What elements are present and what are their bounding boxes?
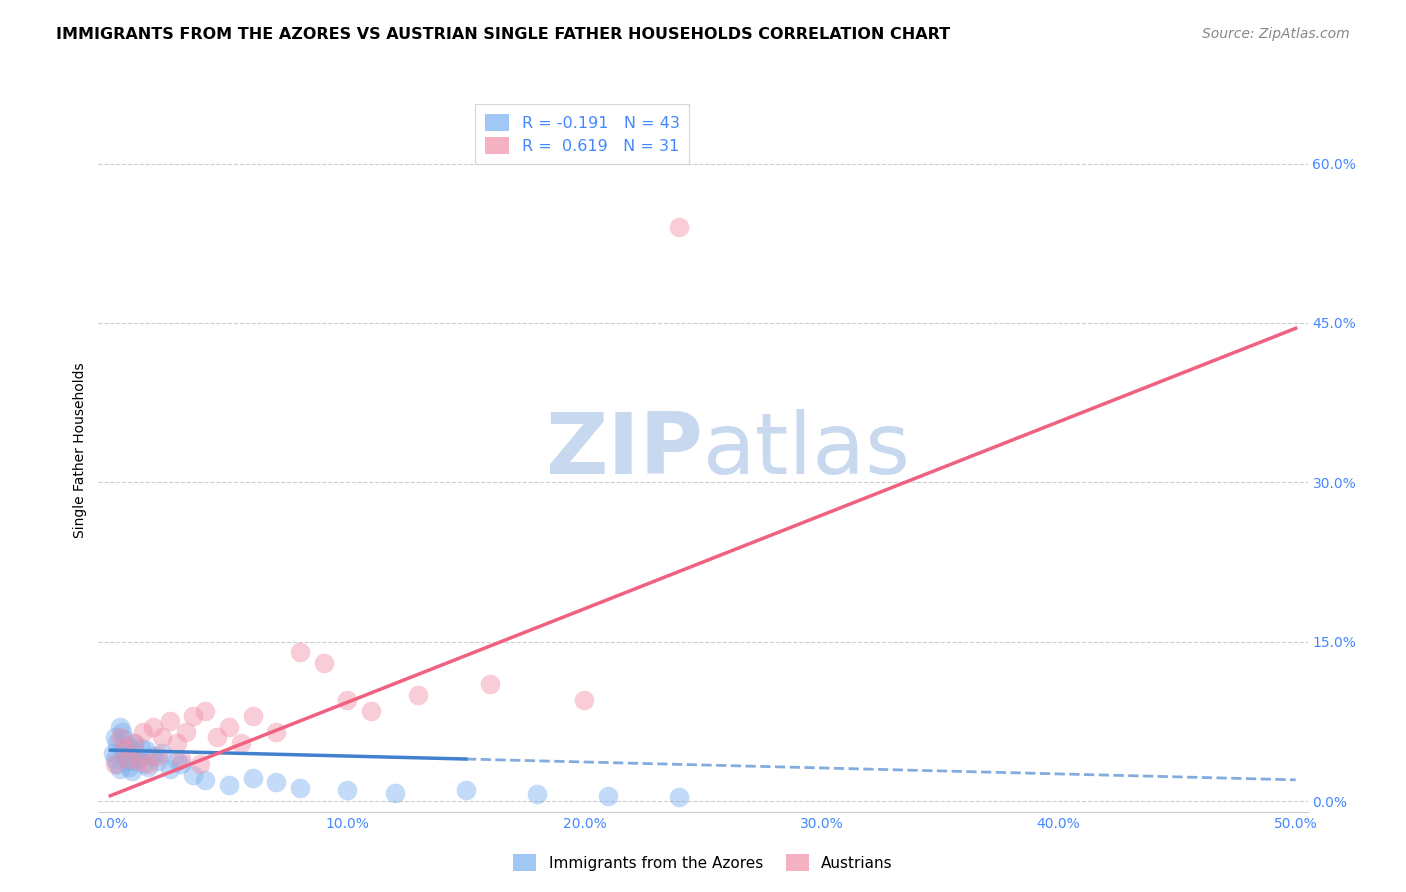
Point — [118, 747, 141, 762]
Point — [205, 731, 228, 745]
Point — [114, 732, 136, 747]
Point — [408, 688, 430, 702]
Point — [121, 741, 143, 756]
Point — [166, 736, 188, 750]
Point — [152, 746, 174, 760]
Point — [146, 754, 169, 768]
Point — [101, 746, 124, 760]
Point — [111, 743, 134, 757]
Point — [288, 645, 311, 659]
Point — [115, 739, 138, 753]
Point — [104, 756, 127, 771]
Point — [478, 677, 501, 691]
Y-axis label: Single Father Households: Single Father Households — [73, 363, 87, 538]
Point — [181, 709, 204, 723]
Point — [142, 720, 165, 734]
Point — [181, 767, 204, 781]
Point — [384, 786, 406, 800]
Point — [312, 656, 335, 670]
Legend: Immigrants from the Azores, Austrians: Immigrants from the Azores, Austrians — [505, 845, 901, 880]
Point — [242, 709, 264, 723]
Point — [264, 725, 287, 739]
Point — [598, 789, 620, 803]
Point — [104, 731, 127, 745]
Point — [108, 762, 131, 776]
Point — [574, 693, 596, 707]
Point — [229, 736, 252, 750]
Point — [218, 778, 240, 792]
Point — [146, 749, 169, 764]
Point — [128, 751, 150, 765]
Point — [132, 756, 155, 771]
Point — [142, 749, 165, 764]
Point — [360, 704, 382, 718]
Point — [104, 751, 127, 765]
Point — [174, 725, 197, 739]
Point — [114, 741, 136, 756]
Point — [242, 771, 264, 785]
Text: IMMIGRANTS FROM THE AZORES VS AUSTRIAN SINGLE FATHER HOUSEHOLDS CORRELATION CHAR: IMMIGRANTS FROM THE AZORES VS AUSTRIAN S… — [56, 27, 950, 42]
Point — [288, 781, 311, 796]
Point — [129, 741, 152, 756]
Point — [128, 754, 150, 768]
Point — [264, 775, 287, 789]
Point — [111, 725, 134, 739]
Point — [135, 743, 157, 757]
Point — [218, 720, 240, 734]
Point — [122, 736, 145, 750]
Point — [668, 220, 690, 235]
Legend: R = -0.191   N = 43, R =  0.619   N = 31: R = -0.191 N = 43, R = 0.619 N = 31 — [475, 104, 689, 164]
Point — [108, 720, 131, 734]
Point — [122, 754, 145, 768]
Text: ZIP: ZIP — [546, 409, 703, 492]
Point — [668, 789, 690, 804]
Point — [170, 751, 193, 765]
Point — [105, 756, 128, 771]
Point — [121, 764, 143, 779]
Point — [118, 760, 141, 774]
Point — [152, 731, 174, 745]
Point — [190, 756, 212, 771]
Point — [122, 736, 145, 750]
Point — [105, 736, 128, 750]
Point — [336, 693, 359, 707]
Point — [136, 760, 159, 774]
Point — [118, 751, 141, 765]
Point — [115, 754, 138, 768]
Text: atlas: atlas — [703, 409, 911, 492]
Point — [194, 704, 217, 718]
Point — [526, 787, 548, 801]
Point — [336, 783, 359, 797]
Point — [114, 749, 136, 764]
Point — [125, 746, 148, 760]
Point — [136, 756, 159, 771]
Point — [108, 731, 131, 745]
Text: Source: ZipAtlas.com: Source: ZipAtlas.com — [1202, 27, 1350, 41]
Point — [159, 714, 181, 729]
Point — [170, 756, 193, 771]
Point — [159, 762, 181, 776]
Point — [166, 754, 188, 768]
Point — [132, 725, 155, 739]
Point — [194, 772, 217, 787]
Point — [454, 783, 477, 797]
